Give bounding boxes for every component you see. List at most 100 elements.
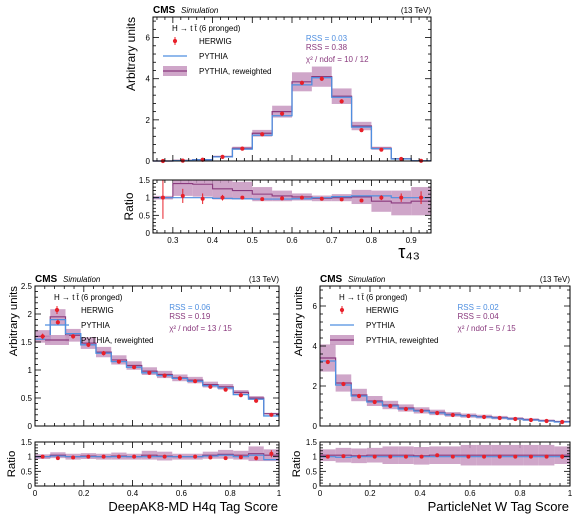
- legend-pythia-label: PYTHIA: [81, 321, 111, 330]
- y-tick-label: 2: [313, 382, 318, 391]
- y-tick-label: 4: [146, 75, 151, 84]
- main-frame: [34, 285, 280, 427]
- herwig-point: [359, 128, 364, 133]
- pythia-line: [320, 360, 570, 423]
- rss-pythia: RSS = 0.06: [169, 303, 211, 312]
- y-tick-label: 1: [28, 366, 33, 375]
- herwig-point: [399, 156, 404, 162]
- ratio-frame: [319, 441, 571, 487]
- ratio-herwig-point: [359, 198, 364, 203]
- ratio-band-bin: [212, 180, 233, 200]
- ratio-y-tick-label: 0: [313, 482, 318, 491]
- herwig-point: [147, 370, 152, 375]
- herwig-point: [299, 80, 305, 85]
- ratio-frame: [152, 179, 432, 234]
- ratio-herwig-point: [71, 455, 76, 460]
- ratio-herwig-point: [399, 195, 404, 200]
- herwig-point: [356, 393, 362, 399]
- ratio-y-tick-label: 0: [28, 482, 33, 491]
- y-tick-label: 4: [313, 342, 318, 351]
- chi2-ndof: χ² / ndof = 5 / 15: [458, 324, 517, 333]
- y-tick-label: 6: [313, 302, 318, 311]
- y-tick-label: 6: [146, 34, 151, 43]
- herwig-point: [339, 99, 344, 104]
- ratio-herwig-point: [220, 195, 225, 200]
- ratio-y-tick-label: 1: [146, 194, 151, 203]
- x-tick-label: 0.4: [127, 489, 139, 498]
- y-tick-label: 2: [28, 310, 33, 319]
- ratio-herwig-point: [388, 454, 393, 459]
- y-tick-label: 0.5: [21, 394, 33, 403]
- y-tick-label: 0: [146, 157, 151, 166]
- x-tick-label: 0.9: [406, 236, 418, 245]
- x-axis-label: DeepAK8-MD H4q Tag Score: [108, 499, 278, 514]
- legend-reweighted-label: PYTHIA, reweighted: [366, 336, 438, 345]
- herwig-point: [193, 379, 198, 384]
- ratio-reweighted-line: [320, 454, 570, 457]
- ratio-y-tick-label: 1.5: [306, 438, 318, 447]
- ratio-herwig-point: [280, 196, 285, 201]
- chi2-ndof: χ² / ndof = 13 / 15: [169, 324, 232, 333]
- y-axis-label: Arbitrary units: [8, 286, 20, 357]
- x-tick-label: 0.8: [366, 236, 378, 245]
- ratio-herwig-point: [208, 455, 213, 460]
- herwig-point: [55, 320, 60, 325]
- ratio-herwig-point: [403, 454, 408, 459]
- legend-herwig-label: HERWIG: [366, 306, 399, 315]
- simulation-label: Simulation: [348, 275, 386, 284]
- ratio-herwig-point: [325, 454, 330, 459]
- ratio-herwig-point: [160, 195, 165, 200]
- x-tick-label: 0.3: [167, 236, 179, 245]
- ratio-herwig-point: [341, 454, 346, 459]
- x-tick-label: 1: [277, 489, 282, 498]
- ratio-y-axis-label: Ratio: [6, 451, 18, 478]
- x-tick-label: 0.6: [464, 489, 476, 498]
- herwig-point: [497, 415, 502, 421]
- ratio-herwig-point: [544, 454, 549, 459]
- ratio-herwig-point: [238, 455, 243, 460]
- ratio-herwig-point: [260, 197, 265, 202]
- ratio-herwig-point: [223, 456, 228, 461]
- ratio-y-tick-label: 1.5: [139, 176, 151, 185]
- legend-reweighted-label: PYTHIA, reweighted: [199, 67, 271, 76]
- ratio-y-tick-label: 0.5: [139, 211, 151, 220]
- herwig-point: [220, 154, 225, 159]
- legend-pythia-label: PYTHIA: [366, 321, 396, 330]
- y-axis-label: Arbitrary units: [293, 286, 305, 357]
- legend-herwig-marker: [172, 38, 178, 44]
- ratio-herwig-point: [419, 454, 424, 459]
- x-tick-label: 0.4: [207, 236, 219, 245]
- ratio-y-axis-label: Ratio: [291, 451, 303, 478]
- ratio-herwig-point: [132, 454, 137, 459]
- herwig-point: [279, 111, 285, 116]
- herwig-point: [450, 412, 455, 418]
- rss-reweighted: RSS = 0.19: [169, 312, 211, 321]
- herwig-point: [379, 147, 384, 152]
- x-tick-label: 0.8: [514, 489, 526, 498]
- herwig-point: [240, 146, 245, 151]
- cms-label: CMS: [35, 274, 58, 285]
- herwig-point: [40, 334, 45, 339]
- ratio-herwig-point: [357, 454, 362, 459]
- ratio-y-tick-label: 0.5: [306, 467, 318, 476]
- ratio-herwig-point: [379, 195, 384, 200]
- herwig-point: [101, 351, 106, 356]
- herwig-point: [86, 342, 91, 347]
- herwig-point: [319, 76, 324, 81]
- ratio-y-axis-label: Ratio: [122, 192, 136, 220]
- ratio-y-tick-label: 1: [28, 453, 33, 462]
- x-tick-label: 1: [568, 489, 573, 498]
- legend-herwig-label: HERWIG: [199, 37, 232, 46]
- herwig-point: [325, 359, 330, 365]
- herwig-point: [388, 403, 393, 409]
- ratio-herwig-point: [497, 454, 502, 459]
- ratio-herwig-point: [162, 454, 167, 459]
- ratio-y-tick-label: 1.5: [21, 438, 33, 447]
- herwig-point: [481, 414, 487, 420]
- energy-label: (13 TeV): [401, 6, 431, 15]
- herwig-point: [223, 387, 228, 392]
- simulation-label: Simulation: [63, 275, 101, 284]
- herwig-point: [419, 408, 424, 414]
- herwig-point: [528, 417, 534, 423]
